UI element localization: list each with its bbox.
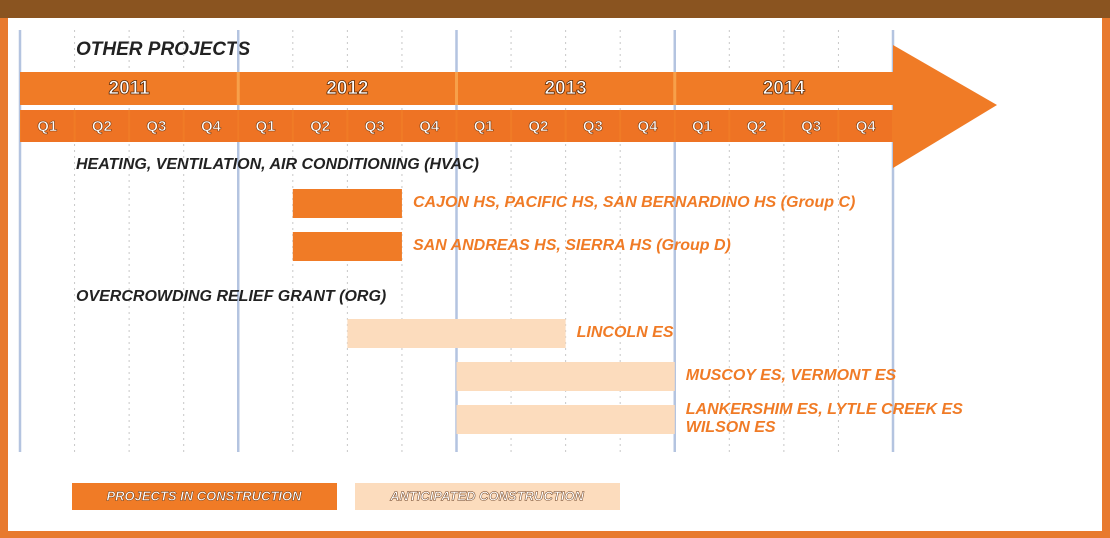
quarter-label: Q3 — [146, 118, 166, 135]
quarter-label: Q4 — [419, 118, 440, 135]
quarter-cell — [184, 110, 238, 142]
quarter-cell — [402, 110, 456, 142]
task-bar — [292, 232, 402, 261]
task-label: CAJON HS, PACIFIC HS, SAN BERNARDINO HS … — [413, 194, 855, 211]
quarter-cell — [293, 110, 347, 142]
task-bar — [456, 405, 675, 434]
quarter-label: Q2 — [528, 118, 548, 135]
quarter-cell — [348, 110, 401, 142]
quarter-label: Q4 — [856, 118, 877, 135]
year-label: 2011 — [109, 78, 151, 99]
quarter-label: Q1 — [474, 118, 494, 135]
quarter-cell — [239, 110, 292, 142]
quarter-label: Q1 — [256, 118, 276, 135]
quarter-label: Q1 — [692, 118, 712, 135]
quarter-label: Q2 — [92, 118, 112, 135]
quarter-cell — [130, 110, 183, 142]
quarter-cell — [512, 110, 565, 142]
quarter-cell — [784, 110, 838, 142]
year-label: 2014 — [763, 78, 806, 99]
quarter-label: Q4 — [201, 118, 222, 135]
quarter-cell — [21, 110, 74, 142]
legend-swatch — [72, 483, 337, 510]
group-header: HEATING, VENTILATION, AIR CONDITIONING (… — [76, 156, 479, 173]
legend-label: PROJECTS IN CONSTRUCTION — [106, 488, 302, 503]
year-label: 2013 — [544, 78, 586, 99]
quarter-cell — [839, 110, 892, 142]
quarter-cell — [730, 110, 783, 142]
task-label: LINCOLN ES — [577, 324, 674, 341]
year-label: 2012 — [326, 78, 368, 99]
task-label: MUSCOY ES, VERMONT ES — [686, 367, 897, 384]
task-label: LANKERSHIM ES, LYTLE CREEK ES — [686, 401, 963, 418]
legend-label: ANTICIPATED CONSTRUCTION — [389, 488, 584, 503]
quarter-cell — [675, 110, 729, 142]
quarter-label: Q2 — [310, 118, 330, 135]
task-bar — [456, 362, 675, 391]
quarter-label: Q1 — [37, 118, 57, 135]
group-header: OVERCROWDING RELIEF GRANT (ORG) — [76, 288, 386, 305]
chart-title: OTHER PROJECTS — [76, 39, 251, 60]
quarter-label: Q3 — [365, 118, 385, 135]
task-label: WILSON ES — [686, 419, 776, 436]
quarter-cell — [621, 110, 674, 142]
quarter-label: Q4 — [637, 118, 658, 135]
quarter-cell — [75, 110, 129, 142]
task-bar — [347, 319, 566, 348]
quarter-label: Q2 — [747, 118, 767, 135]
task-label: SAN ANDREAS HS, SIERRA HS (Group D) — [413, 237, 731, 254]
top-bar — [0, 0, 1110, 18]
quarter-cell — [566, 110, 620, 142]
quarter-label: Q3 — [583, 118, 603, 135]
quarter-label: Q3 — [801, 118, 821, 135]
quarter-cell — [457, 110, 511, 142]
legend-swatch — [355, 483, 620, 510]
arrow-head — [893, 45, 997, 168]
task-bar — [292, 189, 402, 218]
